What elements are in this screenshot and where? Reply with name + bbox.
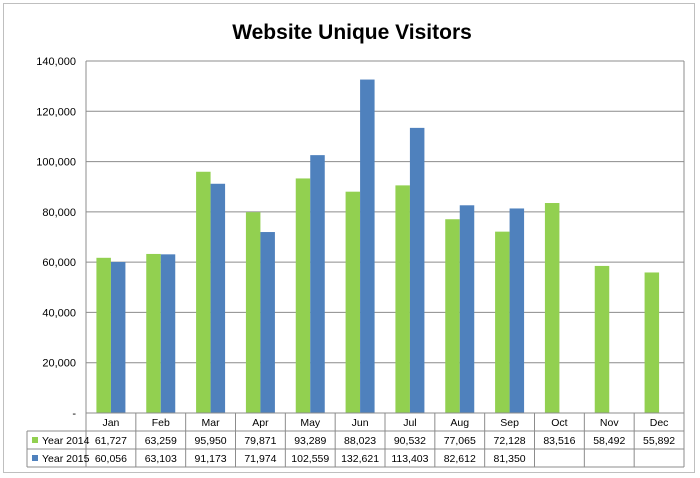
x-tick-label: Apr — [252, 417, 269, 429]
y-tick-label: 100,000 — [36, 157, 76, 169]
data-label: 77,065 — [444, 435, 476, 447]
bar-year-2015-mar — [210, 183, 226, 413]
bar-year-2014-jan — [96, 257, 111, 413]
y-tick-label: - — [72, 408, 76, 420]
legend-key-year-2014 — [32, 437, 38, 443]
data-label: 63,259 — [145, 435, 177, 447]
data-label: 113,403 — [391, 453, 428, 465]
legend-key-year-2015 — [32, 455, 38, 461]
data-label: 79,871 — [244, 435, 276, 447]
bar-year-2014-may — [295, 178, 311, 413]
data-label: 61,727 — [95, 435, 127, 447]
data-label: 95,950 — [195, 435, 227, 447]
data-label: 60,056 — [95, 453, 127, 465]
data-label: 82,612 — [444, 453, 476, 465]
data-label: 63,103 — [145, 453, 177, 465]
bars — [96, 79, 660, 413]
data-label: 102,559 — [291, 453, 329, 465]
y-tick-label: 20,000 — [42, 358, 76, 370]
bar-year-2015-jul — [409, 127, 425, 413]
bar-year-2014-oct — [544, 203, 560, 413]
x-tick-label: Mar — [202, 417, 221, 429]
x-tick-label: Feb — [152, 417, 170, 429]
x-tick-label: May — [300, 417, 321, 429]
y-tick-label: 40,000 — [42, 307, 76, 319]
bar-year-2014-feb — [146, 253, 161, 413]
data-label: 88,023 — [344, 435, 376, 447]
bar-year-2014-apr — [245, 212, 261, 413]
bar-year-2015-jun — [360, 79, 375, 413]
chart-title: Website Unique Visitors — [232, 21, 472, 44]
y-tick-label: 60,000 — [42, 257, 76, 269]
data-label: 58,492 — [593, 435, 625, 447]
x-tick-label: Dec — [650, 417, 669, 429]
bar-year-2014-mar — [196, 171, 211, 413]
y-axis-ticks: - 20,000 40,000 60,000 80,000 100,000 120,000 1… — [36, 56, 76, 420]
bar-year-2014-nov — [594, 265, 610, 413]
data-label: 93,289 — [294, 435, 326, 447]
y-tick-label: 120,000 — [36, 106, 76, 118]
chart-frame: Website Unique Visitors - 20,000 40,000 60,… — [3, 3, 695, 473]
y-tick-label: 80,000 — [42, 207, 76, 219]
data-label: 132,621 — [341, 453, 379, 465]
bar-year-2014-jun — [345, 191, 361, 413]
data-label: 81,350 — [494, 453, 526, 465]
bar-year-2015-apr — [260, 232, 275, 413]
bar-year-2015-sep — [509, 208, 525, 413]
bar-year-2015-feb — [160, 254, 176, 413]
data-label: 55,892 — [643, 435, 675, 447]
data-label: 90,532 — [394, 435, 426, 447]
legend-label: Year 2015 — [42, 453, 90, 465]
legend-label: Year 2014 — [42, 435, 90, 447]
bar-year-2014-aug — [445, 219, 460, 413]
data-label: 91,173 — [195, 453, 227, 465]
chart-svg: Website Unique Visitors - 20,000 40,000 60,… — [26, 21, 685, 468]
grid-layer — [85, 60, 685, 413]
x-tick-label: Jun — [352, 417, 369, 429]
data-label: 72,128 — [494, 435, 526, 447]
x-tick-label: Jan — [102, 417, 119, 429]
x-tick-label: Nov — [600, 417, 619, 429]
x-tick-label: Jul — [403, 417, 416, 429]
bar-year-2015-jan — [110, 262, 126, 413]
data-table: Jan Feb Mar Apr May Jun Jul Aug Sep Oct Nov Dec Year… — [26, 412, 685, 468]
x-tick-label: Oct — [551, 417, 567, 429]
x-tick-label: Sep — [500, 417, 519, 429]
bar-year-2014-dec — [644, 272, 660, 413]
data-label: 71,974 — [244, 453, 276, 465]
data-label: 83,516 — [543, 435, 575, 447]
bar-year-2015-aug — [459, 205, 475, 413]
bar-year-2014-jul — [395, 185, 410, 413]
y-tick-label: 140,000 — [36, 56, 76, 68]
bar-year-2014-sep — [495, 231, 510, 413]
bar-year-2015-may — [310, 155, 325, 413]
x-tick-label: Aug — [450, 417, 469, 429]
